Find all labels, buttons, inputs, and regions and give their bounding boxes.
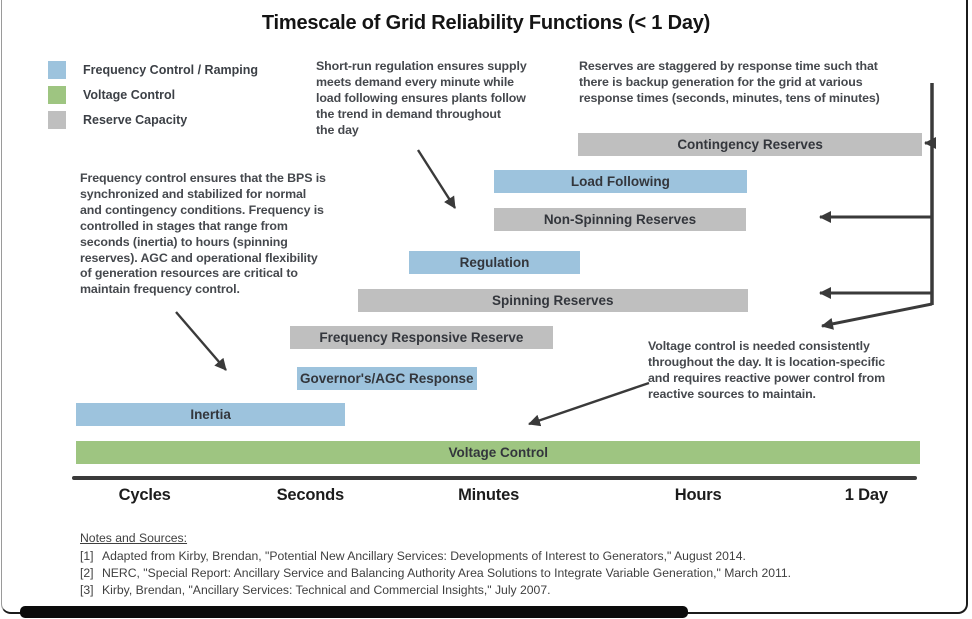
notes-list: [1] Adapted from Kirby, Brendan, "Potenti… bbox=[80, 548, 791, 599]
legend-label: Voltage Control bbox=[83, 88, 176, 102]
axis-tick-label: Minutes bbox=[458, 486, 520, 504]
time-axis-line bbox=[72, 476, 917, 480]
timescale-bar: Load Following bbox=[493, 170, 748, 193]
source-note-number: [1] bbox=[80, 549, 94, 563]
legend-item: Frequency Control / Ramping bbox=[48, 61, 258, 79]
legend: Frequency Control / Ramping Voltage Contr… bbox=[48, 61, 258, 136]
notes-and-sources: Notes and Sources: [1] Adapted from Kirby… bbox=[80, 531, 791, 599]
axis-tick-label: Hours bbox=[674, 486, 722, 504]
legend-swatch bbox=[48, 61, 66, 79]
notes-heading: Notes and Sources: bbox=[80, 531, 188, 545]
bottom-black-bar bbox=[20, 606, 688, 618]
timescale-bar: Governor's/AGC Response bbox=[296, 367, 477, 390]
axis-tick-label: 1 Day bbox=[844, 486, 888, 504]
chart-area: Contingency Reserves Load Following Non-Sp… bbox=[72, 0, 923, 470]
annotation-frequency-control: Frequency control ensures that the BPS i… bbox=[80, 171, 326, 297]
timescale-bar: Frequency Responsive Reserve bbox=[290, 326, 553, 349]
source-note: [1] Adapted from Kirby, Brendan, "Potenti… bbox=[80, 548, 791, 565]
legend-item: Reserve Capacity bbox=[48, 111, 258, 129]
timescale-bar: Inertia bbox=[76, 403, 345, 426]
source-note-text: NERC, "Special Report: Ancillary Service… bbox=[102, 566, 792, 580]
source-note-text: Kirby, Brendan, "Ancillary Services: Tec… bbox=[102, 583, 551, 597]
legend-label: Reserve Capacity bbox=[83, 113, 188, 127]
annotation-short-run-regulation: Short-run regulation ensures supply meet… bbox=[316, 59, 527, 137]
source-note-number: [2] bbox=[80, 566, 94, 580]
timescale-bar: Regulation bbox=[409, 251, 580, 274]
axis-tick-label: Seconds bbox=[276, 486, 345, 504]
legend-item: Voltage Control bbox=[48, 86, 258, 104]
figure-title: Timescale of Grid Reliability Functions … bbox=[261, 12, 711, 34]
time-axis-labels: Cycles Seconds Minutes Hours 1 Day bbox=[72, 486, 917, 508]
source-note-text: Adapted from Kirby, Brendan, "Potential … bbox=[102, 549, 746, 563]
source-note-number: [3] bbox=[80, 583, 94, 597]
source-note: [2] NERC, "Special Report: Ancillary Serv… bbox=[80, 565, 791, 582]
axis-tick-label: Cycles bbox=[118, 486, 171, 504]
legend-swatch bbox=[48, 86, 66, 104]
timescale-bar: Non-Spinning Reserves bbox=[493, 208, 747, 231]
annotation-staggered-reserves: Reserves are staggered by response time … bbox=[579, 59, 880, 105]
legend-label: Frequency Control / Ramping bbox=[83, 63, 259, 77]
source-note: [3] Kirby, Brendan, "Ancillary Services: … bbox=[80, 582, 791, 599]
timescale-bar: Contingency Reserves bbox=[578, 133, 923, 156]
timescale-bar: Spinning Reserves bbox=[357, 289, 748, 312]
timescale-bar: Voltage Control bbox=[76, 441, 921, 464]
annotation-voltage-control: Voltage control is needed consistently t… bbox=[648, 339, 886, 401]
legend-swatch bbox=[48, 111, 66, 129]
